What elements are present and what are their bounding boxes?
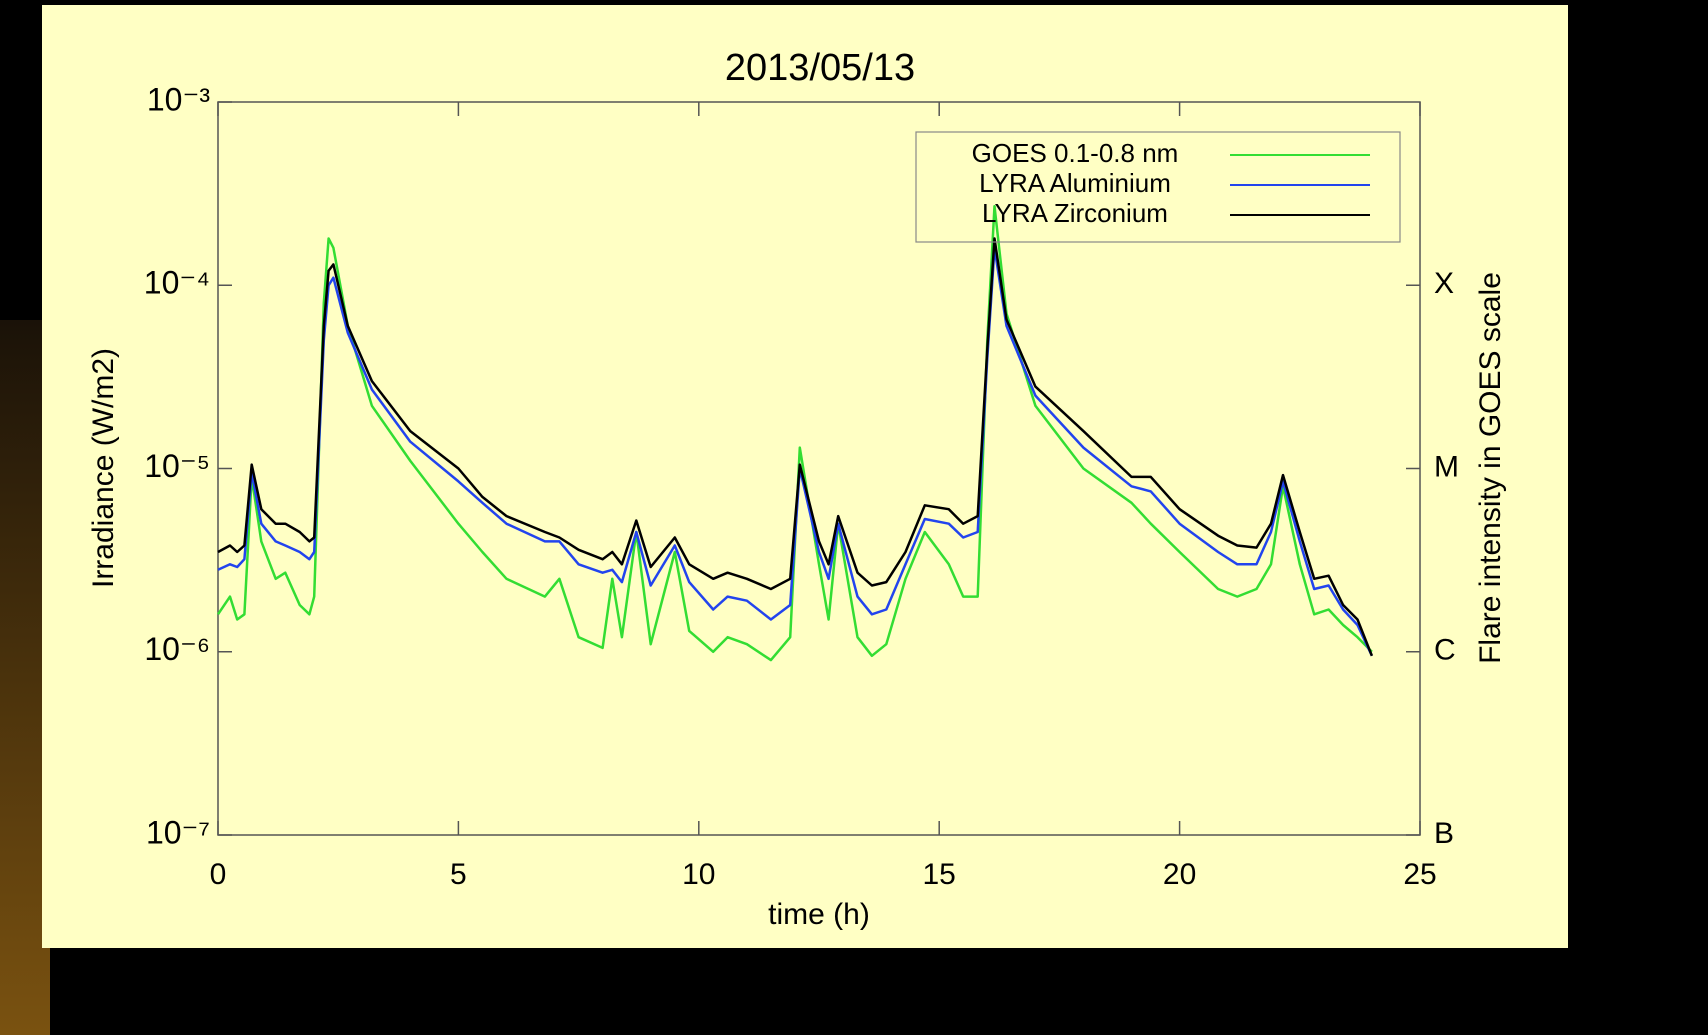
x-tick-label: 0: [210, 858, 227, 891]
legend-label: LYRA Zirconium: [982, 198, 1168, 228]
y2-tick-label: B: [1434, 817, 1454, 850]
y-tick-label: 10⁻³: [147, 81, 210, 117]
x-tick-label: 25: [1403, 858, 1436, 891]
y2-axis-title: Flare intensity in GOES scale: [1474, 272, 1507, 664]
legend-box: [915, 131, 1401, 243]
x-axis-title: time (h): [768, 898, 870, 931]
x-tick-label: 15: [923, 858, 956, 891]
y-tick-label: 10⁻⁵: [144, 448, 210, 484]
y-tick-label: 10⁻⁴: [144, 265, 210, 301]
x-tick-label: 10: [682, 858, 715, 891]
y-tick-label: 10⁻⁶: [144, 631, 210, 667]
chart-title: 2013/05/13: [725, 47, 915, 89]
y2-tick-label: C: [1434, 634, 1456, 667]
background-texture: [0, 320, 50, 1035]
x-tick-label: 5: [450, 858, 467, 891]
legend-label: LYRA Aluminium: [979, 168, 1171, 198]
legend-label: GOES 0.1-0.8 nm: [972, 138, 1179, 168]
y-axis-title: Irradiance (W/m2): [87, 348, 120, 588]
y2-tick-label: X: [1434, 267, 1454, 300]
y-tick-label: 10⁻⁷: [146, 814, 210, 850]
y2-tick-label: M: [1434, 450, 1459, 483]
series-line: [217, 237, 1374, 657]
x-tick-label: 20: [1163, 858, 1196, 891]
